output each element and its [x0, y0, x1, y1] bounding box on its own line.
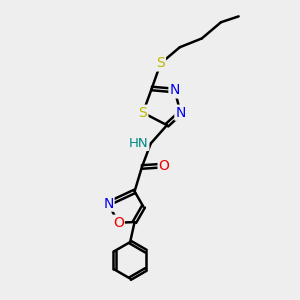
Text: S: S: [139, 106, 147, 120]
Text: O: O: [159, 158, 170, 172]
Text: N: N: [169, 83, 180, 98]
Text: S: S: [156, 56, 165, 70]
Text: N: N: [103, 197, 113, 211]
Text: N: N: [176, 106, 186, 120]
Text: O: O: [113, 216, 124, 230]
Text: HN: HN: [129, 137, 148, 150]
